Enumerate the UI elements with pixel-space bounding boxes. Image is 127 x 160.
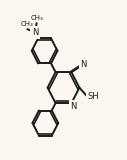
- Text: N: N: [70, 102, 76, 111]
- Text: SH: SH: [87, 92, 99, 101]
- Text: CH₃: CH₃: [21, 21, 34, 28]
- Text: CH₃: CH₃: [30, 16, 43, 21]
- Text: N: N: [80, 60, 86, 69]
- Text: N: N: [32, 28, 38, 37]
